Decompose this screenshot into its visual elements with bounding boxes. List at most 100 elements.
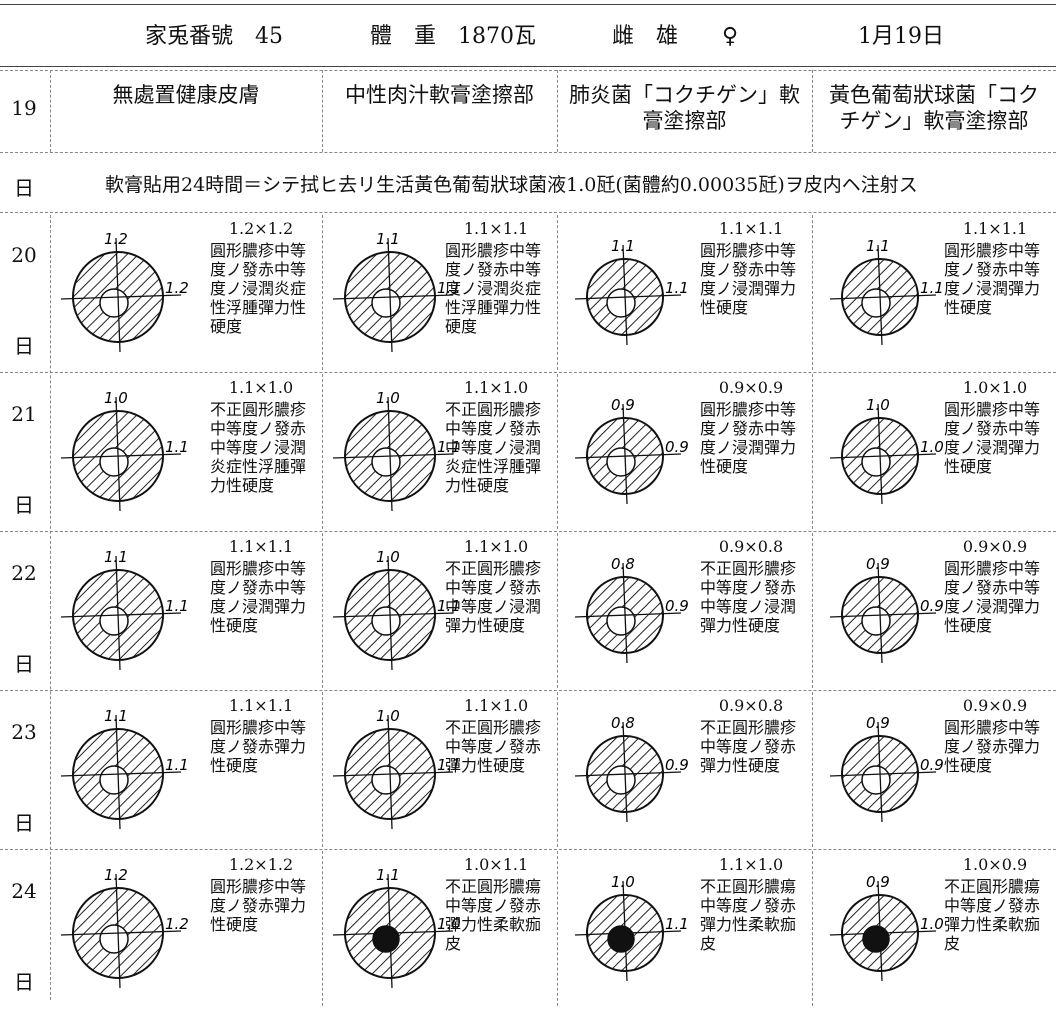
vertical-size: 0.9 xyxy=(866,555,890,573)
description: 不正圓形膿瘍中等度ノ發赤彈力性柔軟痂皮 xyxy=(700,877,797,953)
description: 圓形膿疹中等度ノ發赤中等度ノ浸潤彈力性硬度 xyxy=(700,400,797,476)
axis xyxy=(332,294,454,300)
column-header: 無處置健康皮膚 xyxy=(112,83,260,107)
axis xyxy=(387,714,393,830)
rule xyxy=(0,531,1056,532)
column-rule xyxy=(812,851,813,1006)
measurement: 1.1×1.1 xyxy=(962,219,1028,238)
day-unit: 日 xyxy=(14,652,34,676)
description: 不正圓形膿瘍中等度ノ發赤彈力性柔軟痂皮 xyxy=(445,877,542,953)
injection-site xyxy=(606,447,636,477)
measurement: 1.2×1.2 xyxy=(228,219,294,238)
date: 1月19日 xyxy=(858,24,944,49)
axis xyxy=(829,771,937,777)
injection-site xyxy=(861,447,891,477)
axis xyxy=(829,930,937,936)
lesion-diagram: 0.9 1.0 xyxy=(829,873,944,982)
lesion-diagram: 0.9 0.9 xyxy=(829,714,944,823)
measurement: 0.9×0.9 xyxy=(962,537,1028,556)
horizontal-size: 0.9 xyxy=(920,597,944,615)
horizontal-size: 0.9 xyxy=(665,597,689,615)
rule xyxy=(0,66,1056,67)
horizontal-size: 1.0 xyxy=(920,438,944,456)
lesion-diagram: 0.9 0.9 xyxy=(574,396,689,505)
lesion-diagram: 1.1 1.1 xyxy=(574,237,689,346)
axis xyxy=(574,612,682,618)
injection-site xyxy=(371,288,401,318)
axis xyxy=(387,396,393,512)
description: 圓形膿疹中等度ノ發赤彈力性硬度 xyxy=(944,718,1041,775)
day-number: 20 xyxy=(11,243,37,267)
axis xyxy=(115,396,121,512)
lesion-diagram: 0.8 0.9 xyxy=(574,714,689,823)
axis xyxy=(622,721,628,823)
lesion-diagram: 1.0 1.0 xyxy=(829,396,944,505)
description: 圓形膿疹中等度ノ發赤彈力性硬度 xyxy=(210,877,307,934)
day-unit: 日 xyxy=(14,811,34,835)
sex: 雌 雄 ♀ xyxy=(612,24,739,49)
axis xyxy=(574,771,682,777)
note: 軟膏貼用24時間＝シテ拭ヒ去リ生活黃色葡萄狀球菌液1.0瓩(菌體約0.00035… xyxy=(105,174,918,196)
measurement: 0.9×0.9 xyxy=(718,378,784,397)
axis xyxy=(877,244,883,346)
description: 圓形膿疹中等度ノ發赤中等度ノ浸潤炎症性浮腫彈力性硬度 xyxy=(445,241,542,336)
axis xyxy=(622,880,628,982)
description: 圓形膿疹中等度ノ發赤中等度ノ浸潤彈力性硬度 xyxy=(944,241,1041,317)
rule xyxy=(0,372,1056,373)
axis xyxy=(574,930,682,936)
axis xyxy=(574,453,682,459)
description: 不正圓形膿疹中等度ノ發赤中等度ノ浸潤炎症性浮腫彈力性硬度 xyxy=(445,400,542,495)
day-number: 21 xyxy=(11,402,37,426)
description: 不正圓形膿疹中等度ノ發赤彈力性硬度 xyxy=(445,718,542,775)
description: 不正圓形膿疹中等度ノ發赤中等度ノ浸潤炎症性浮腫彈力性硬度 xyxy=(210,400,307,495)
column-rule xyxy=(812,374,813,529)
start-day-unit: 日 xyxy=(14,176,34,200)
description: 不正圓形膿疹中等度ノ發赤中等度ノ浸潤彈力性硬度 xyxy=(700,559,797,635)
axis xyxy=(332,612,454,618)
axis xyxy=(574,294,682,300)
column-rule xyxy=(322,374,323,529)
vertical-size: 1.2 xyxy=(104,866,128,884)
column-header: 肺炎菌「コクチゲン」軟膏塗擦部 xyxy=(569,83,800,133)
horizontal-size: 1.1 xyxy=(437,597,461,615)
measurement: 1.1×1.1 xyxy=(228,696,294,715)
lesion-diagram: 1.2 1.2 xyxy=(60,866,189,989)
column-rule xyxy=(322,851,323,1006)
vertical-size: 0.9 xyxy=(611,396,635,414)
axis xyxy=(60,930,182,936)
column-rule xyxy=(322,692,323,847)
day-unit: 日 xyxy=(14,334,34,358)
lesion-diagram: 1.1 1.0 xyxy=(332,866,461,989)
column-rule xyxy=(812,70,813,152)
column-rule xyxy=(557,70,558,152)
day-unit: 日 xyxy=(14,970,34,994)
axis xyxy=(877,880,883,982)
axis xyxy=(332,930,454,936)
lesion-diagram: 1.0 1.1 xyxy=(332,707,461,830)
injection-site xyxy=(861,606,891,636)
horizontal-size: 1.1 xyxy=(665,279,689,297)
axis xyxy=(332,453,454,459)
lesion-diagram: 0.9 0.9 xyxy=(829,555,944,664)
lesion-diagram: 1.0 1.1 xyxy=(332,389,461,512)
column-rule xyxy=(812,692,813,847)
vertical-size: 1.1 xyxy=(866,237,890,255)
injection-site xyxy=(99,447,129,477)
column-header: 中性肉汁軟膏塗擦部 xyxy=(345,83,534,107)
column-header: 黃色葡萄狀球菌「コクチゲン」軟膏塗擦部 xyxy=(829,83,1039,133)
description: 不正圓形膿疹中等度ノ發赤中等度ノ浸潤彈力性硬度 xyxy=(445,559,542,635)
day-number: 23 xyxy=(11,720,37,744)
column-rule xyxy=(322,533,323,688)
axis xyxy=(829,612,937,618)
column-rule xyxy=(322,70,323,152)
horizontal-size: 1.1 xyxy=(165,438,189,456)
start-day: 19 xyxy=(11,96,37,120)
measurement: 1.1×1.1 xyxy=(463,219,529,238)
axis xyxy=(60,771,182,777)
axis xyxy=(115,555,121,671)
axis xyxy=(332,771,454,777)
axis xyxy=(877,721,883,823)
horizontal-size: 1.0 xyxy=(437,915,461,933)
injection-site xyxy=(99,924,129,954)
